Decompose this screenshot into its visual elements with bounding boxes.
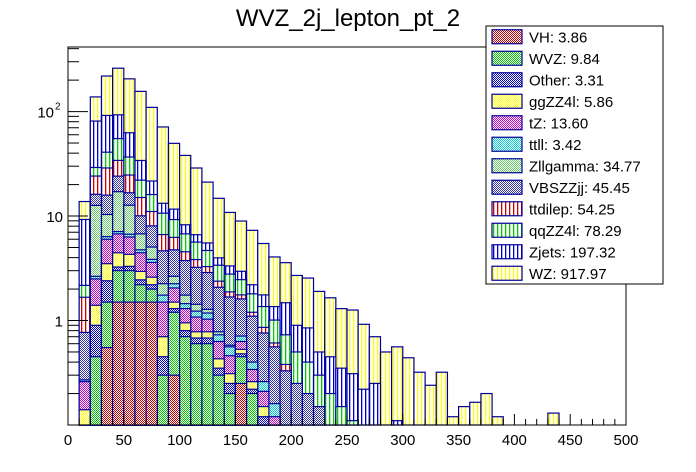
bar-vh-bin-90 (167, 374, 181, 426)
x-tick-label: 100 (167, 432, 192, 449)
legend-label: qqZZ4l: 78.29 (529, 223, 622, 240)
x-tick-label: 400 (502, 432, 527, 449)
bar-wz-bin-300 (402, 357, 415, 426)
bar-vh-bin-50 (123, 301, 136, 426)
legend-swatch (491, 158, 523, 174)
x-tick-label: 300 (390, 432, 415, 449)
legend-swatch (491, 244, 523, 260)
bar-tz-bin-180 (268, 416, 281, 426)
legend-item-other: Other: 3.31 (491, 72, 604, 89)
bar-wz-bin-350 (458, 406, 471, 426)
y-tick-exponent: 2 (55, 102, 61, 113)
bar-vbszzjj-bin-200 (290, 382, 303, 426)
bar-vh-bin-30 (100, 347, 114, 426)
legend-item-ggzz4l: ggZZ4l: 5.86 (491, 93, 613, 111)
legend-item-wz: WZ: 917.97 (491, 265, 607, 283)
bar-qqzz4l-bin-230 (324, 392, 337, 426)
bar-wz-bin-290 (391, 346, 404, 426)
chart-title: WVZ_2j_lepton_pt_2 (236, 5, 460, 32)
x-tick-label: 450 (558, 432, 583, 449)
x-tick-label: 250 (334, 432, 359, 449)
bar-wvz-bin-140 (223, 392, 237, 426)
legend-item-ttll: ttll: 3.42 (491, 136, 582, 154)
legend-swatch (491, 136, 523, 152)
bar-wz-bin-320 (424, 384, 437, 426)
legend-label: Zjets: 197.32 (529, 244, 616, 261)
bar-zjets-bin-270 (368, 382, 382, 426)
legend-swatch (491, 72, 523, 88)
bar-zjets-bin-250 (346, 373, 359, 426)
bar-wz-bin-280 (379, 351, 393, 426)
x-tick-label: 350 (446, 432, 471, 449)
bar-wz-bin-310 (413, 371, 426, 426)
bar-wz-bin-360 (469, 401, 482, 426)
x-tick-label: 150 (223, 432, 248, 449)
bar-vbszzjj-bin-210 (301, 392, 315, 426)
legend-item-vh: VH: 3.86 (491, 29, 587, 46)
bar-wvz-bin-100 (179, 336, 192, 426)
legend-swatch (491, 222, 523, 238)
legend-swatch (491, 265, 523, 281)
x-axis: 0 50 100 150 200 250 300 350 400 450 500 (64, 414, 639, 449)
bar-ggzz4l-bin-10 (78, 409, 91, 426)
bar-wvz-bin-160 (245, 392, 259, 426)
legend: VH: 3.86 WVZ: 9.84 Other: 3.31 ggZZ4l: 5.86… (485, 25, 664, 285)
y-tick-label: 10 (46, 209, 63, 226)
legend-item-zllgamma: Zllgamma: 34.77 (491, 158, 641, 175)
bar-wvz-bin-80 (156, 374, 170, 426)
legend-item-vbszzjj: VBSZZjj: 45.45 (491, 179, 630, 197)
legend-swatch (491, 201, 523, 217)
legend-swatch (491, 115, 523, 131)
bar-zjets-bin-290 (391, 420, 404, 426)
bar-wz-bin-380 (491, 416, 504, 426)
legend-label: ttll: 3.42 (529, 137, 582, 154)
bar-vh-bin-150 (234, 382, 248, 426)
y-tick-label: 10 (37, 105, 54, 122)
series-vh (100, 301, 248, 426)
legend-swatch (491, 93, 523, 109)
bar-vbszzjj-bin-220 (312, 406, 326, 426)
legend-label: WZ: 917.97 (529, 266, 607, 283)
legend-label: WVZ: 9.84 (529, 51, 600, 68)
legend-label: VH: 3.86 (529, 29, 587, 46)
legend-label: ttdilep: 54.25 (529, 201, 615, 218)
legend-label: tZ: 13.60 (529, 115, 588, 132)
bar-qqzz4l-bin-240 (335, 406, 348, 426)
legend-swatch (491, 50, 523, 66)
legend-swatch (491, 29, 523, 45)
bar-vbszzjj-bin-190 (279, 370, 292, 426)
x-tick-label: 0 (64, 432, 72, 449)
legend-item-zjets: Zjets: 197.32 (491, 244, 616, 261)
bar-wz-bin-370 (480, 392, 493, 426)
bar-wvz-bin-120 (201, 343, 214, 426)
bar-other-bin-170 (257, 416, 270, 426)
legend-item-ttdilep: ttdilep: 54.25 (491, 201, 615, 218)
x-tick-label: 50 (115, 432, 132, 449)
bar-vh-bin-70 (145, 301, 158, 426)
legend-label: ggZZ4l: 5.86 (529, 94, 613, 111)
legend-label: VBSZZjj: 45.45 (529, 180, 630, 197)
bar-qqzz4l-bin-250 (346, 420, 359, 426)
bar-wz-bin-330 (435, 371, 449, 426)
y-tick-label: 1 (55, 314, 63, 331)
legend-item-wvz: WVZ: 9.84 (491, 50, 600, 68)
bar-vh-bin-40 (112, 301, 125, 426)
bar-wz-bin-430 (547, 412, 560, 426)
x-tick-label: 500 (613, 432, 638, 449)
legend-item-tz: tZ: 13.60 (491, 115, 588, 132)
legend-label: Zllgamma: 34.77 (529, 158, 641, 175)
legend-swatch (491, 179, 523, 195)
bar-vh-bin-60 (134, 301, 147, 426)
legend-box (485, 25, 664, 285)
bar-wvz-bin-20 (89, 356, 103, 426)
bar-zjets-bin-260 (357, 388, 370, 426)
x-tick-label: 200 (279, 432, 304, 449)
bar-wvz-bin-130 (212, 374, 225, 426)
bar-wz-bin-340 (446, 416, 460, 426)
bar-wvz-bin-110 (190, 343, 203, 426)
legend-item-qqzz4l: qqZZ4l: 78.29 (491, 222, 622, 240)
legend-label: Other: 3.31 (529, 72, 604, 89)
